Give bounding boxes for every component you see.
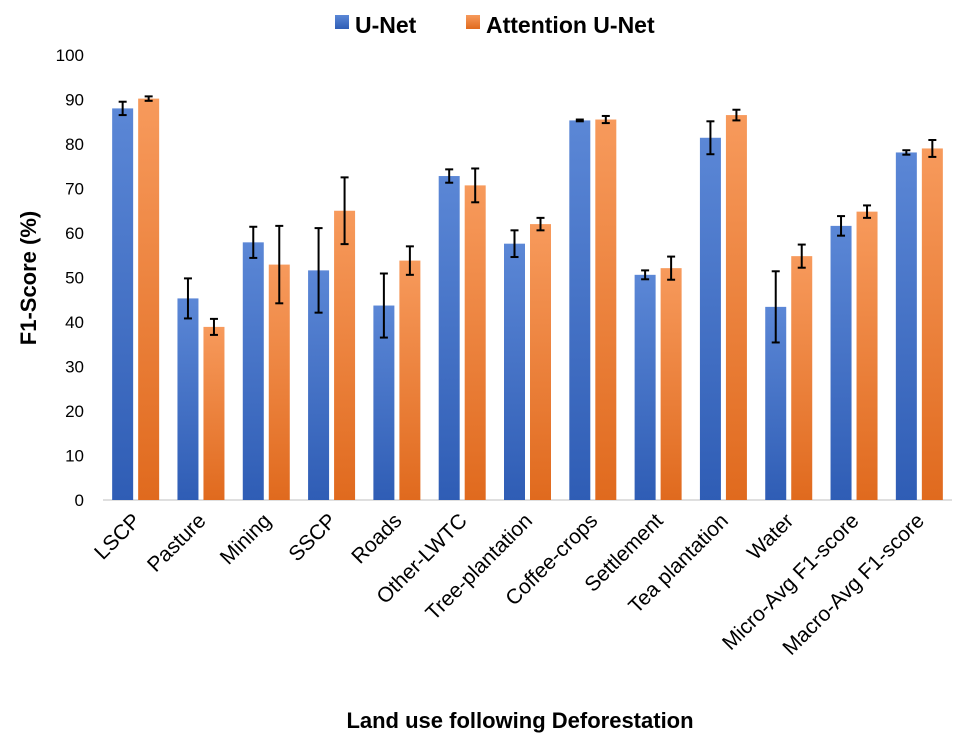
error-bar [863,204,872,219]
x-tick-label: Mining [216,509,276,569]
y-tick-label: 70 [65,180,84,199]
error-bar [144,95,153,102]
x-tick-label: LSCP [90,509,145,564]
bar-unet [830,225,852,500]
bar-unet [373,305,395,500]
y-tick-label: 60 [65,224,84,243]
bar-unet [504,243,525,500]
bar-unet [895,152,917,500]
error-bar [209,317,218,336]
error-bar [183,277,192,320]
y-tick-label: 90 [65,91,84,110]
bar-attention-unet [791,256,813,500]
x-tick-label: Water [743,509,798,564]
error-bar [601,114,610,125]
bar-unet [308,270,330,500]
bar-attention-unet [595,119,617,501]
bar-unet [177,298,199,500]
bar-attention-unet [138,98,160,501]
x-tick-label: Pasture [143,509,210,576]
bar-unet [634,274,656,500]
error-bar [902,149,911,156]
error-bar [771,270,780,344]
bar-attention-unet [856,211,878,500]
error-bar [275,224,284,305]
y-tick-label: 30 [65,358,84,377]
error-bar [837,215,846,237]
legend-swatch-attention-unet [466,15,480,29]
bar-attention-unet [268,264,290,500]
y-tick-label: 40 [65,313,84,332]
error-bar [641,269,650,281]
x-tick-label: SSCP [284,509,341,566]
error-bar [471,167,480,204]
legend: U-Net Attention U-Net [335,12,655,38]
y-tick-label: 20 [65,402,84,421]
error-bar [445,168,454,184]
x-axis-title: Land use following Deforestation [346,708,693,733]
error-bar [706,120,715,156]
error-bar [314,227,323,314]
error-bar [928,138,937,158]
y-axis-title: F1-Score (%) [16,211,41,345]
bar-unet [765,306,787,500]
error-bar [379,272,388,339]
error-bars-group [118,95,937,344]
error-bar [340,176,349,246]
y-tick-label: 50 [65,269,84,288]
error-bar [732,108,741,122]
error-bar [405,245,414,276]
y-tick-label: 100 [56,46,84,65]
error-bar [667,255,676,281]
bar-attention-unet [530,224,551,500]
bar-unet [438,176,460,501]
y-tick-label: 80 [65,135,84,154]
bar-attention-unet [203,326,225,500]
y-tick-label: 0 [75,491,84,510]
error-bar [575,118,584,123]
error-bar [510,229,519,259]
bar-unet [112,108,134,501]
bar-attention-unet [464,185,486,500]
bar-unet [699,137,721,500]
error-bar [536,216,545,232]
y-tick-label: 10 [65,447,84,466]
error-bar [249,225,258,259]
legend-label-unet: U-Net [355,12,417,38]
x-tick-label: Roads [347,509,406,568]
error-bar [797,243,806,269]
bar-attention-unet [660,268,682,500]
y-axis-ticks: 0 10 20 30 40 50 60 70 80 90 100 [56,46,84,510]
error-bar [118,100,127,117]
bars-group [112,98,943,501]
bar-unet [242,242,264,500]
legend-swatch-unet [335,15,349,29]
bar-unet [569,120,591,500]
legend-label-attention-unet: Attention U-Net [486,12,655,38]
bar-attention-unet [334,210,356,500]
bar-attention-unet [921,148,943,500]
bar-attention-unet [399,260,421,500]
bar-attention-unet [725,115,747,500]
